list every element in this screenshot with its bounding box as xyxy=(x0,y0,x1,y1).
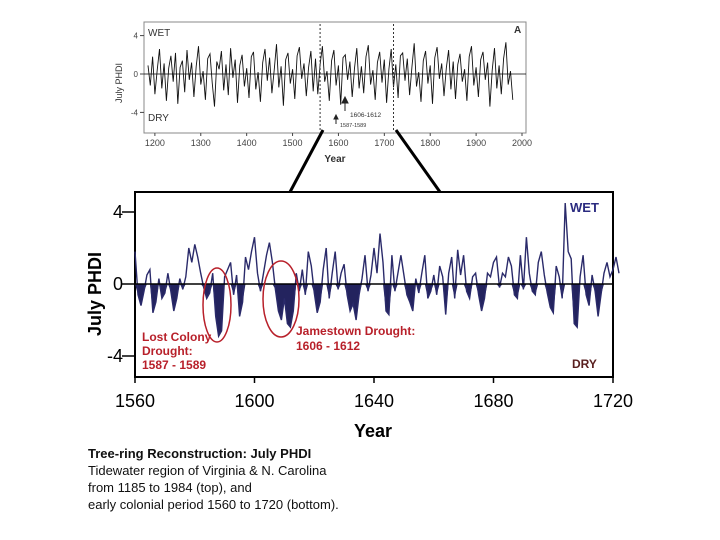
top-wet-label: WET xyxy=(148,28,170,39)
bottom-y-tick-label: -4 xyxy=(107,346,123,366)
top-dry-label: DRY xyxy=(148,113,169,124)
bottom-x-tick-label: 1640 xyxy=(354,391,394,411)
annot-lost-colony-years: 1587-1589 xyxy=(340,123,366,129)
top-x-tick-label: 1900 xyxy=(466,138,486,148)
top-x-tick-label: 1500 xyxy=(283,138,303,148)
top-x-tick-label: 1400 xyxy=(237,138,257,148)
top-y-axis-label: July PHDI xyxy=(114,63,124,103)
arrow-icon xyxy=(341,95,349,111)
top-y-tick-label: 0 xyxy=(134,70,139,79)
top-x-tick-label: 1800 xyxy=(420,138,440,148)
top-x-axis-label: Year xyxy=(324,154,345,165)
bottom-series-line xyxy=(134,202,620,339)
bottom-x-tick-label: 1600 xyxy=(234,391,274,411)
zoom-connector-right xyxy=(394,129,442,193)
bottom-y-ticks: 4 0 -4 xyxy=(107,202,135,366)
panel-letter: A xyxy=(514,25,521,36)
bottom-x-tick-label: 1720 xyxy=(593,391,633,411)
lost-colony-label-line: 1587 - 1589 xyxy=(142,358,206,372)
top-y-tick-label: 4 xyxy=(134,32,139,41)
top-reference-lines xyxy=(319,24,395,132)
top-x-tick-label: 1200 xyxy=(145,138,165,148)
jamestown-label-line: 1606 - 1612 xyxy=(296,339,360,353)
bottom-x-tick-label: 1680 xyxy=(473,391,513,411)
zoom-connector-left xyxy=(288,129,325,193)
caption-title: Tree-ring Reconstruction: July PHDI xyxy=(88,446,312,461)
bottom-y-tick-label: 0 xyxy=(113,274,123,294)
top-x-tick-label: 2000 xyxy=(512,138,532,148)
jamestown-label-line: Jamestown Drought: xyxy=(296,324,415,338)
top-panel: 1200 1300 1400 1500 1600 1700 1800 1900 2000 4 0 -… xyxy=(114,21,532,165)
top-y-ticks: 4 0 -4 xyxy=(131,32,144,117)
bottom-y-axis-label: July PHDI xyxy=(85,252,105,336)
jamestown-ellipse xyxy=(262,260,300,338)
top-x-tick-label: 1600 xyxy=(328,138,348,148)
top-x-tick-label: 1300 xyxy=(191,138,211,148)
bottom-x-axis-label: Year xyxy=(354,421,392,441)
bottom-y-tick-label: 4 xyxy=(113,202,123,222)
bottom-wet-label: WET xyxy=(570,200,599,215)
lost-colony-ellipse xyxy=(202,267,232,343)
arrow-icon xyxy=(333,113,339,124)
lost-colony-label-line: Lost Colony xyxy=(142,330,212,344)
top-x-tick-label: 1700 xyxy=(374,138,394,148)
caption: Tree-ring Reconstruction: July PHDI Tide… xyxy=(88,445,548,513)
bottom-x-ticks: 1560 1600 1640 1680 1720 xyxy=(115,377,633,411)
bottom-x-tick-label: 1560 xyxy=(115,391,155,411)
lost-colony-label-line: Drought: xyxy=(142,344,193,358)
top-series-line xyxy=(147,42,514,107)
annot-jamestown-years: 1606-1612 xyxy=(350,112,381,119)
jamestown-label: Jamestown Drought: 1606 - 1612 xyxy=(296,324,419,353)
top-series xyxy=(147,42,514,107)
top-y-tick-label: -4 xyxy=(131,108,139,117)
caption-line: Tidewater region of Virginia & N. Caroli… xyxy=(88,463,327,478)
bottom-series-area xyxy=(134,202,620,339)
bottom-dry-label: DRY xyxy=(572,357,597,371)
caption-line: early colonial period 1560 to 1720 (bott… xyxy=(88,497,339,512)
bottom-panel: 1560 1600 1640 1680 1720 4 0 -4 WET DRY Lost C… xyxy=(85,191,633,441)
top-x-ticks: 1200 1300 1400 1500 1600 1700 1800 1900 2000 xyxy=(145,133,532,148)
caption-line: from 1185 to 1984 (top), and xyxy=(88,480,252,495)
lost-colony-label: Lost Colony Drought: 1587 - 1589 xyxy=(142,330,215,372)
